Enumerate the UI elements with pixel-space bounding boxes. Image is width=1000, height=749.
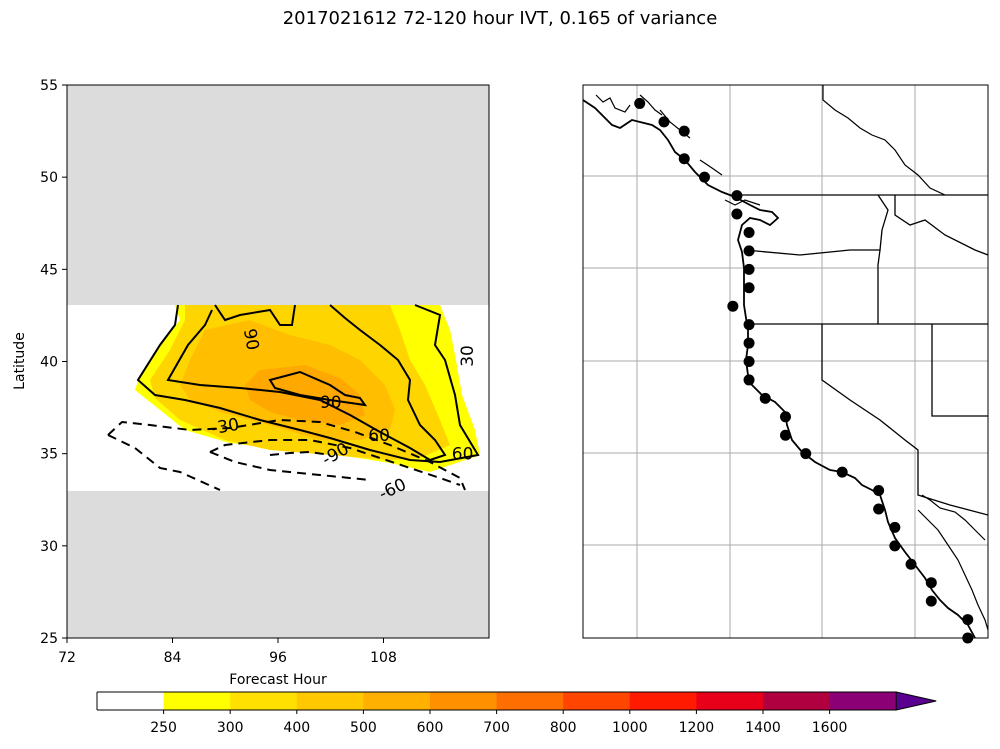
colorbar-tick-label: 1400 xyxy=(745,720,781,736)
colorbar-tick-label: 1600 xyxy=(812,720,848,736)
map-point xyxy=(678,153,690,165)
y-tick-label: 45 xyxy=(40,262,58,278)
x-tick-label: 96 xyxy=(269,650,287,666)
contour-label: 60 xyxy=(368,426,390,446)
map-point xyxy=(800,448,812,460)
left-axis-ticks: 72 84 96 108 25 30 35 40 45 50 55 xyxy=(40,78,397,666)
map-point xyxy=(743,319,755,331)
map-points xyxy=(634,97,974,644)
contour-label: 90 xyxy=(320,393,342,413)
x-tick-label: 108 xyxy=(370,650,397,666)
contour-solid-90 xyxy=(268,370,368,407)
colorbar-tick-label: 800 xyxy=(550,720,577,736)
map-gridlines xyxy=(583,85,988,638)
colorbar-tick-label: 1200 xyxy=(679,720,715,736)
contour-dashed-30b xyxy=(107,434,221,491)
map-point xyxy=(905,558,917,570)
map-point xyxy=(873,503,885,515)
contour-solid-30 xyxy=(136,304,480,464)
map-point xyxy=(731,208,743,220)
map-point xyxy=(743,245,755,257)
figure-title: 2017021612 72-120 hour IVT, 0.165 of var… xyxy=(282,8,718,29)
map-point xyxy=(743,337,755,349)
x-tick-label: 84 xyxy=(164,650,182,666)
x-tick-label: 72 xyxy=(58,650,76,666)
map-point xyxy=(658,116,670,128)
colorbar-tick-label: 1000 xyxy=(612,720,648,736)
contour-label: 60 xyxy=(452,445,474,465)
map-frame xyxy=(582,84,989,639)
y-tick-label: 30 xyxy=(40,539,58,555)
y-tick-label: 50 xyxy=(40,170,58,186)
masked-region-south xyxy=(67,491,489,638)
colorbar-tick-label: 400 xyxy=(283,720,310,736)
x-axis-label: Forecast Hour xyxy=(229,672,327,688)
colorbar-segment xyxy=(563,692,631,710)
colorbar-segment xyxy=(763,692,831,710)
y-tick-label: 40 xyxy=(40,355,58,371)
contour-lines xyxy=(107,304,480,491)
contour-dashed-90 xyxy=(269,450,331,456)
map-point xyxy=(743,356,755,367)
colorbar-segment xyxy=(296,692,364,710)
map-point xyxy=(743,263,755,275)
map-borders xyxy=(730,194,988,516)
colorbar-tick-label: 300 xyxy=(217,720,244,736)
colorbar-segment xyxy=(430,692,498,710)
colorbar-segment xyxy=(696,692,764,710)
map-point xyxy=(889,521,901,533)
map-panel xyxy=(582,84,989,644)
y-tick-label: 35 xyxy=(40,447,58,463)
colorbar-segment xyxy=(230,692,298,710)
contour-solid-60 xyxy=(166,304,447,462)
map-point xyxy=(836,466,848,478)
colorbar-segment xyxy=(163,692,231,710)
colorbar-tick-label: 250 xyxy=(150,720,177,736)
map-point xyxy=(962,614,974,626)
colorbar-segment xyxy=(629,692,697,710)
contour-label: -30 xyxy=(210,415,241,440)
y-tick-label: 55 xyxy=(40,78,58,94)
map-point xyxy=(634,97,646,109)
map-point xyxy=(925,577,937,589)
y-axis-label: Latitude xyxy=(12,332,28,390)
y-tick-label: 25 xyxy=(40,631,58,647)
map-point xyxy=(731,190,743,202)
contour-solid-90-top xyxy=(214,304,296,326)
map-point xyxy=(780,429,791,441)
map-point xyxy=(759,392,771,404)
map-point xyxy=(889,540,901,552)
map-point xyxy=(727,300,739,312)
map-point xyxy=(743,374,755,386)
contour-dashed-30 xyxy=(107,418,466,491)
map-point xyxy=(873,485,885,497)
colorbar-tick-label: 500 xyxy=(350,720,377,736)
map-point xyxy=(743,282,755,294)
contour-dashed-60b xyxy=(209,451,371,481)
colorbar-tick-label: 700 xyxy=(483,720,510,736)
map-point xyxy=(678,125,690,137)
colorbar-tick-label: 600 xyxy=(417,720,444,736)
colorbar-segment xyxy=(829,692,897,710)
contour-label: 90 xyxy=(239,327,262,352)
colorbar-extend-arrow xyxy=(895,691,937,711)
colorbar-segment xyxy=(97,692,165,710)
contour-label: 30 xyxy=(458,345,478,367)
map-point xyxy=(743,226,755,238)
colorbar: 250 300 400 500 600 700 800 1000 1200 1400 1600 xyxy=(96,691,937,736)
map-point xyxy=(699,171,710,183)
map-point xyxy=(925,595,937,607)
colorbar-segment xyxy=(496,692,564,710)
masked-region-north xyxy=(67,85,489,305)
colorbar-segment xyxy=(363,692,431,710)
map-point xyxy=(780,411,791,423)
contour-dashed-60 xyxy=(209,439,461,486)
